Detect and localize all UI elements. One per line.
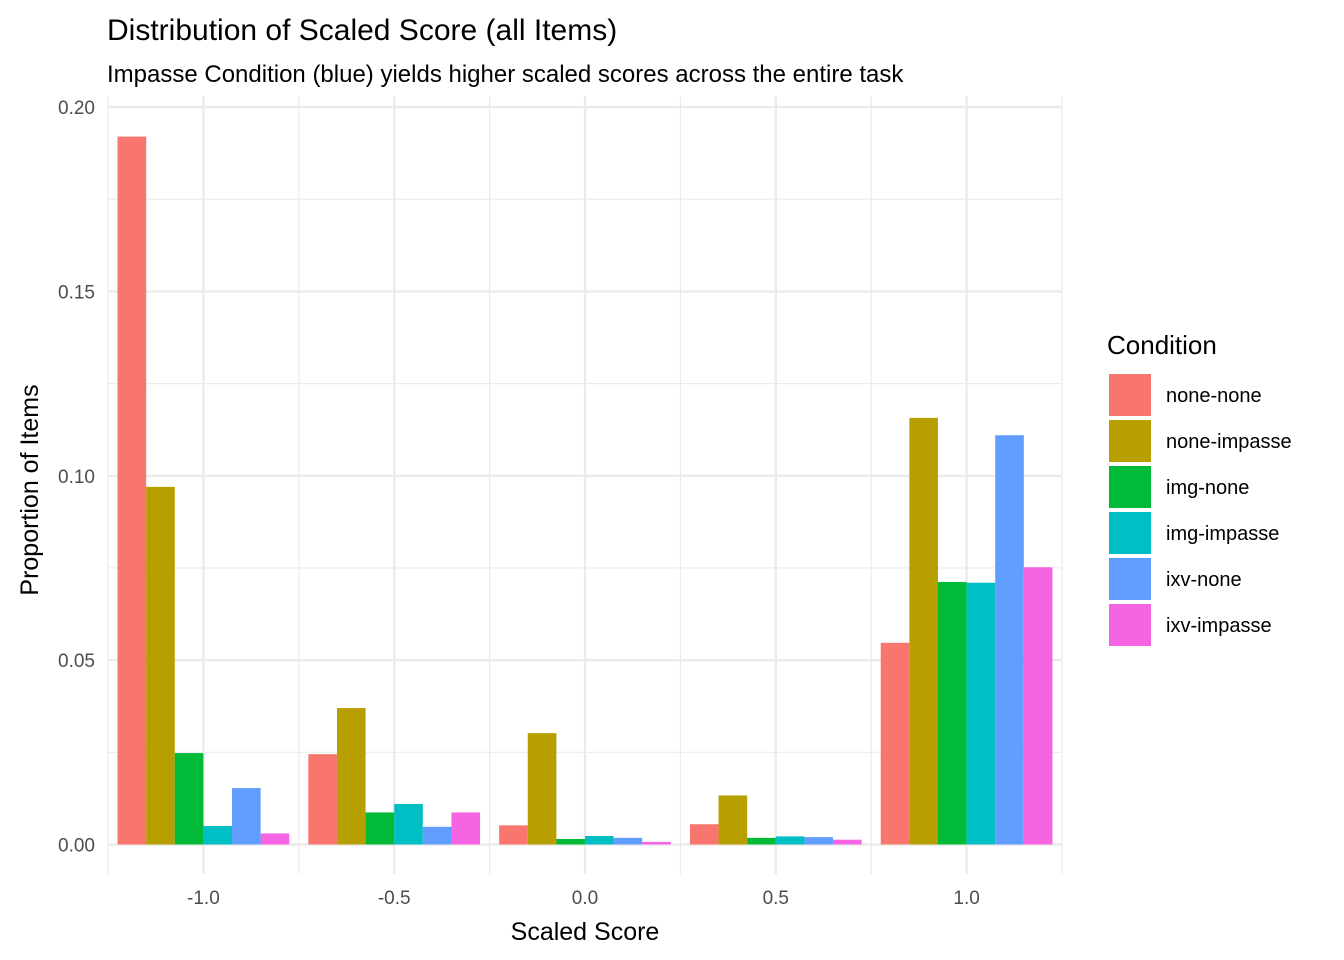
legend-label-ixv-impasse: ixv-impasse (1166, 615, 1272, 637)
bar-ixv-impasse-0.5 (833, 839, 862, 845)
x-tick-label: 0.5 (763, 888, 789, 909)
x-tick-label: 0.0 (572, 888, 598, 909)
bar-none-none--1.0 (117, 136, 147, 845)
bar-none-impasse-1.0 (909, 417, 938, 845)
x-axis-title: Scaled Score (511, 918, 660, 946)
x-tick-label: -1.0 (187, 888, 220, 909)
y-tick-label: 0.05 (58, 651, 95, 672)
bar-img-none--0.5 (365, 812, 395, 845)
bar-img-none-0.5 (747, 837, 776, 845)
y-tick-label: 0.10 (58, 467, 95, 488)
y-axis-ticks: 0.00 0.05 0.10 0.15 0.20 (58, 98, 95, 856)
bar-none-impasse--0.5 (336, 708, 366, 845)
y-tick-label: 0.00 (58, 836, 95, 857)
bar-ixv-impasse--1.0 (260, 833, 290, 845)
bar-none-none--0.5 (308, 754, 337, 845)
bar-ixv-none-0.5 (804, 837, 834, 845)
bar-ixv-impasse--0.5 (451, 812, 481, 845)
legend-key-none-impasse (1109, 420, 1151, 462)
bar-none-impasse--1.0 (146, 486, 175, 845)
chart-subtitle: Impasse Condition (blue) yields higher s… (107, 61, 904, 88)
bar-ixv-impasse-1.0 (1023, 567, 1053, 845)
legend-key-ixv-none (1109, 558, 1151, 600)
legend-label-img-none: img-none (1166, 477, 1249, 499)
bar-img-impasse-1.0 (966, 582, 996, 845)
legend-label-ixv-none: ixv-none (1166, 569, 1242, 591)
legend-label-none-impasse: none-impasse (1166, 431, 1292, 453)
bar-img-impasse-0.5 (775, 836, 805, 845)
bar-img-none--1.0 (174, 753, 204, 845)
legend: Condition none-none none-impasse img-none i… (1107, 330, 1292, 646)
bars (117, 136, 1053, 845)
legend-label-none-none: none-none (1166, 385, 1262, 407)
bar-none-none-0.5 (689, 824, 719, 845)
bar-img-impasse-0.0 (585, 836, 614, 845)
bar-img-none-0.0 (556, 838, 585, 845)
legend-items: none-none none-impasse img-none img-impasse… (1109, 374, 1292, 646)
bar-img-impasse--0.5 (394, 803, 423, 845)
bar-none-impasse-0.5 (718, 795, 748, 845)
bar-none-impasse-0.0 (527, 733, 557, 845)
bar-img-impasse--1.0 (203, 826, 233, 845)
chart-title: Distribution of Scaled Score (all Items) (107, 14, 617, 47)
legend-key-none-none (1109, 374, 1151, 416)
bar-img-none-1.0 (937, 581, 967, 845)
x-tick-label: -0.5 (378, 888, 411, 909)
bar-ixv-none-0.0 (613, 837, 643, 845)
legend-key-ixv-impasse (1109, 604, 1151, 646)
legend-label-img-impasse: img-impasse (1166, 523, 1279, 545)
y-tick-label: 0.15 (58, 282, 95, 303)
bar-none-none-0.0 (499, 825, 528, 845)
legend-title: Condition (1107, 330, 1217, 360)
legend-key-img-impasse (1109, 512, 1151, 554)
x-tick-label: 1.0 (953, 888, 979, 909)
y-tick-label: 0.20 (58, 98, 95, 119)
y-axis-title: Proportion of Items (16, 384, 44, 595)
bar-ixv-none--0.5 (422, 826, 452, 845)
bar-none-none-1.0 (880, 642, 910, 845)
grid (107, 96, 1063, 874)
bar-ixv-impasse-0.0 (642, 841, 671, 845)
bar-ixv-none-1.0 (995, 435, 1024, 845)
x-axis-ticks: -1.0 -0.5 0.0 0.5 1.0 (187, 888, 980, 909)
legend-key-img-none (1109, 466, 1151, 508)
bar-ixv-none--1.0 (232, 788, 261, 845)
